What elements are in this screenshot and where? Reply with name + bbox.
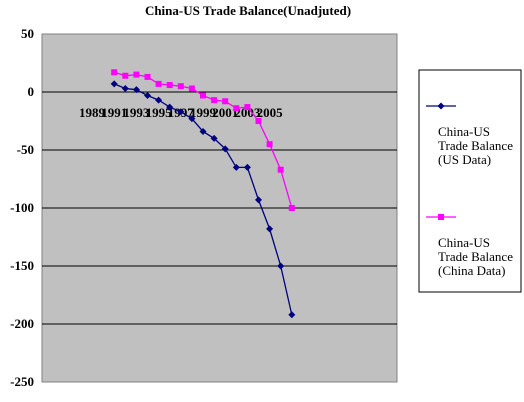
data-point [255,118,262,124]
chart-title: China-US Trade Balance(Unadjuted) [145,3,351,18]
series-1 [110,80,296,319]
y-tick-label: -200 [10,316,34,331]
data-point [110,80,118,88]
data-point [266,141,273,148]
y-tick-label: -50 [17,142,34,157]
data-point [210,134,218,142]
data-point [266,225,274,233]
data-point [121,85,129,93]
y-tick-label: -100 [10,200,34,215]
grid-lines [42,149,397,325]
data-point [244,104,251,111]
y-tick-label: -250 [10,374,34,389]
data-point [144,73,151,80]
legend-label-line: (US Data) [438,152,491,167]
legend [418,69,522,293]
series-layer [110,69,296,319]
data-point [144,91,151,99]
data-point [188,85,195,92]
data-point [288,205,295,211]
series-2 [111,69,295,211]
data-point [222,98,229,105]
data-point [211,97,218,104]
x-tick-label: 1989 [79,105,106,120]
data-point [177,83,184,90]
legend-label-line: (China Data) [438,263,506,278]
legend-label-line: Trade Balance [438,138,513,153]
data-point [200,92,206,99]
data-point [221,145,229,153]
x-tick-label: 2001 [212,105,238,120]
x-tick-label: 1993 [123,105,150,120]
y-tick-label: -150 [10,258,34,273]
data-point [288,311,296,319]
data-point [166,103,174,111]
legend-label-line: China-US [438,235,490,250]
legend-label-line: China-US [438,124,490,139]
x-tick-label: 1991 [101,105,127,120]
data-point [132,86,140,94]
data-point [232,163,240,171]
x-tick-label: 2005 [257,105,284,120]
data-point [155,80,162,87]
y-axis-tick-labels: 50 0 -50 -100 -150 -200 -250 [10,26,34,389]
data-point [122,72,129,79]
data-point [155,96,163,104]
data-point [166,82,173,89]
data-point [177,108,185,116]
y-tick-label: 0 [28,84,35,99]
x-tick-label: 1995 [146,105,173,120]
data-point [243,163,251,171]
y-tick-label: 50 [21,26,34,41]
data-point [277,166,284,173]
data-point [111,69,118,76]
legend-marker [437,102,445,110]
legend-label-line: Trade Balance [438,249,513,264]
x-tick-label: 1999 [190,105,217,120]
data-point [188,115,196,123]
data-point [133,71,140,78]
data-point [255,196,262,204]
data-point [233,105,240,112]
legend-marker [438,214,444,220]
data-point [277,262,285,270]
data-point [199,127,207,135]
